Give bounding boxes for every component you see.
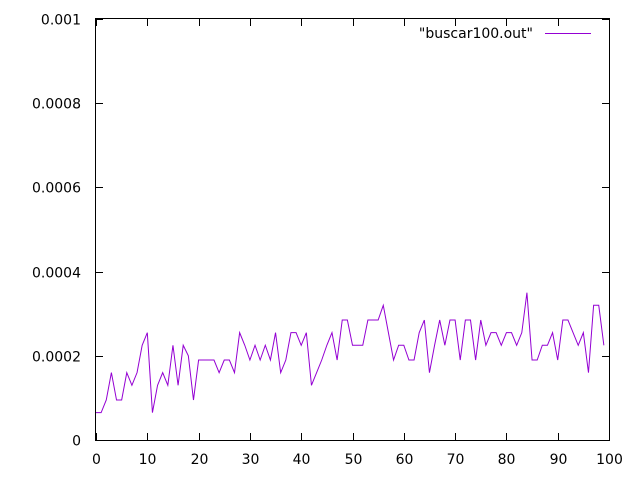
x-tick-label: 0 xyxy=(92,452,101,468)
y-tick-label: 0.0002 xyxy=(32,350,81,366)
x-tick-label: 90 xyxy=(550,452,568,468)
x-tick-label: 80 xyxy=(498,452,516,468)
x-tick-label: 60 xyxy=(396,452,414,468)
y-tick-label: 0 xyxy=(72,434,81,450)
plot-frame xyxy=(95,18,610,441)
x-tick-label: 100 xyxy=(596,452,623,468)
series-line xyxy=(96,292,605,414)
x-axis: 0 10 20 30 40 50 60 70 80 90 100 xyxy=(92,19,623,468)
y-tick-label: 0.0008 xyxy=(32,97,81,113)
x-tick-label: 30 xyxy=(242,452,260,468)
series-layer xyxy=(96,292,605,414)
y-tick-label: 0.0004 xyxy=(32,266,81,282)
y-tick-label: 0.0006 xyxy=(32,181,81,197)
x-tick-label: 40 xyxy=(293,452,311,468)
x-tick-label: 50 xyxy=(345,452,363,468)
legend-label: "buscar100.out" xyxy=(419,26,533,42)
x-tick-label: 20 xyxy=(191,452,209,468)
legend: "buscar100.out" xyxy=(419,26,591,42)
y-tick-label: 0.001 xyxy=(41,13,81,29)
y-axis: 0 0.0002 0.0004 0.0006 0.0008 0.001 xyxy=(32,13,609,450)
x-tick-label: 10 xyxy=(139,452,157,468)
x-tick-label: 70 xyxy=(447,452,465,468)
